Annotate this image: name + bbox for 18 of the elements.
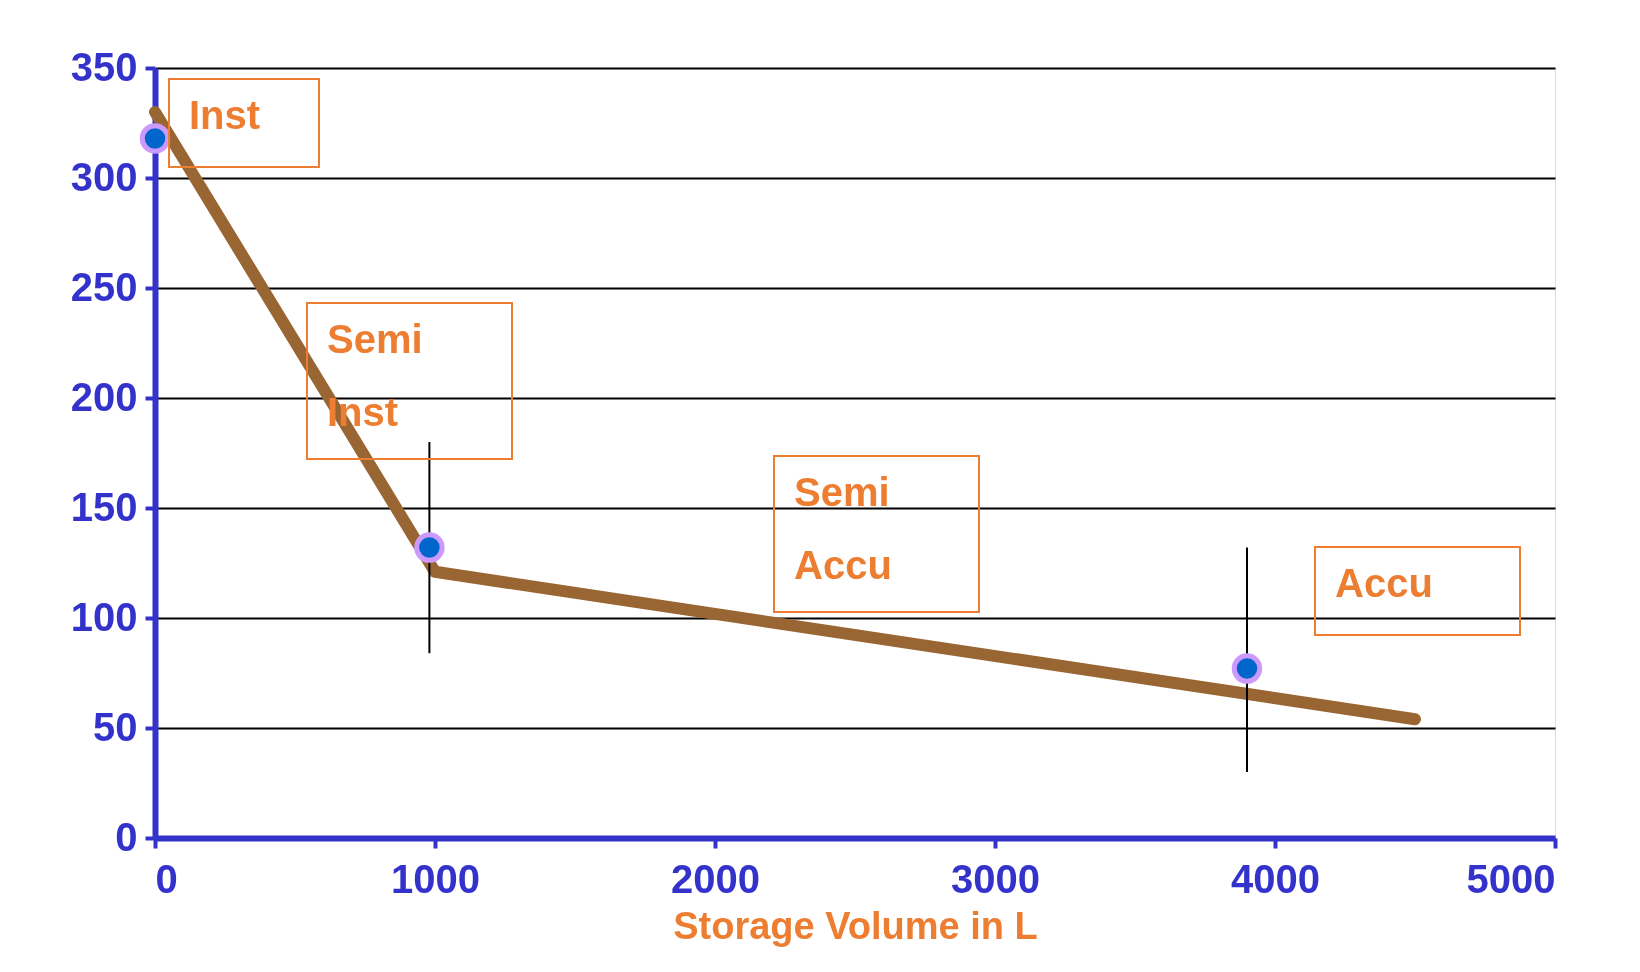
- annotation: Accu: [1335, 561, 1433, 605]
- y-tick-label: 200: [70, 374, 138, 419]
- y-tick-label: 250: [70, 264, 138, 309]
- x-tick-label: 3000: [951, 856, 1040, 901]
- annotation: Semi Accu: [794, 470, 892, 587]
- y-tick-label: 150: [70, 484, 138, 529]
- y-tick-label: 300: [70, 154, 138, 199]
- x-tick-label: 5000: [1466, 856, 1556, 901]
- y-tick-label: 350: [70, 44, 138, 89]
- x-tick-label: 4000: [1231, 856, 1320, 901]
- y-tick-label: 50: [93, 704, 138, 749]
- x-axis-title: Storage Volume in L: [673, 904, 1038, 947]
- y-tick-label: 0: [115, 814, 138, 859]
- x-tick-label: 2000: [671, 856, 760, 901]
- x-tick-label: 0: [155, 856, 178, 901]
- annotation: Inst: [189, 93, 261, 137]
- x-tick-label: 1000: [391, 856, 480, 901]
- y-tick-label: 100: [70, 594, 138, 639]
